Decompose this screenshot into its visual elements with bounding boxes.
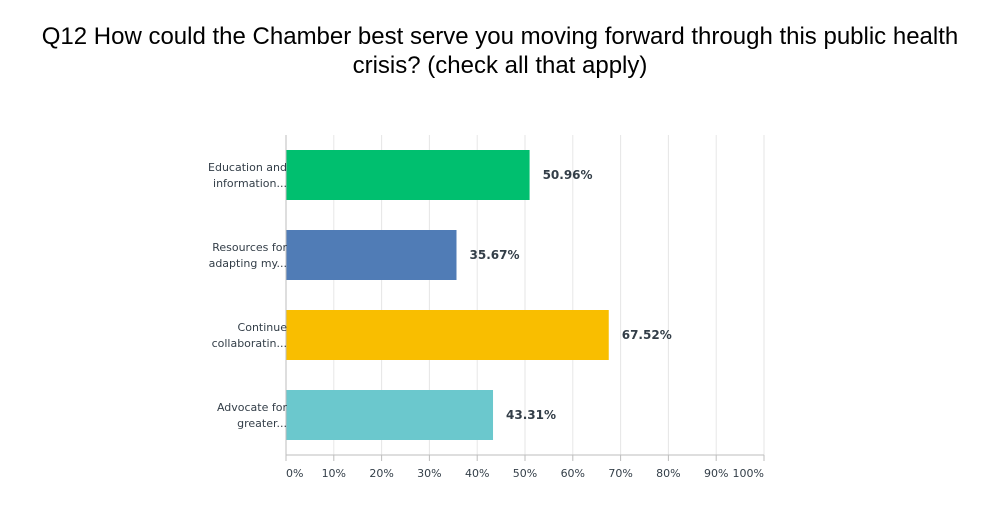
value-label: 35.67%: [470, 248, 520, 262]
category-label: greater...: [237, 417, 287, 430]
x-tick-label: 20%: [369, 467, 393, 480]
value-label: 50.96%: [543, 168, 593, 182]
bar-2: [286, 230, 457, 280]
x-tick-label: 80%: [656, 467, 680, 480]
category-label: collaboratin...: [212, 337, 287, 350]
category-label: Advocate for: [217, 401, 288, 414]
value-label: 67.52%: [622, 328, 672, 342]
x-tick-label: 90%: [704, 467, 728, 480]
category-label: Education and: [208, 161, 287, 174]
x-tick-label: 50%: [513, 467, 537, 480]
labels: 0% 10% 20% 30% 40% 50% 60% 70% 80% 90% 100% 50.96% E…: [208, 161, 764, 480]
x-tick-label: 10%: [322, 467, 346, 480]
x-tick-label: 30%: [417, 467, 441, 480]
bar-1: [286, 150, 530, 200]
x-tick-label: 60%: [561, 467, 585, 480]
category-label: Resources for: [212, 241, 287, 254]
x-tick-label: 40%: [465, 467, 489, 480]
axes: [285, 135, 765, 461]
value-label: 43.31%: [506, 408, 556, 422]
category-label: information...: [213, 177, 287, 190]
bars: [286, 150, 609, 440]
category-label: Continue: [238, 321, 288, 334]
bar-3: [286, 310, 609, 360]
x-tick-label: 70%: [608, 467, 632, 480]
bar-4: [286, 390, 494, 440]
chart-title: Q12 How could the Chamber best serve you…: [41, 23, 959, 79]
category-label: adapting my...: [209, 257, 287, 270]
x-tick-label: 100%: [733, 467, 764, 480]
x-tick-label: 0%: [286, 467, 303, 480]
